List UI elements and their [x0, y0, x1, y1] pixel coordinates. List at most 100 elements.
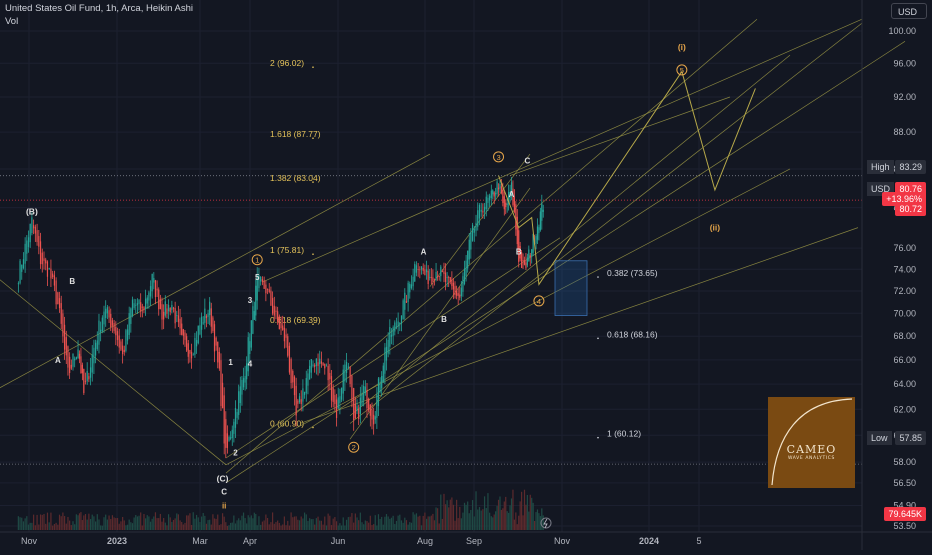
volume-bar: [270, 522, 272, 530]
y-tick-label: 74.00: [893, 264, 916, 274]
fib-projection-label: 0 (60.90): [270, 418, 304, 428]
candle-body: [247, 337, 249, 372]
volume-bar: [482, 509, 484, 530]
volume-bar: [487, 493, 489, 530]
candle-body: [448, 277, 450, 278]
fib-level-dot: [312, 253, 314, 255]
candle-body: [115, 326, 117, 336]
candle-body: [407, 282, 409, 302]
volume-bar: [246, 523, 248, 530]
candle-body: [468, 239, 470, 260]
volume-bar: [489, 512, 491, 530]
candle-body: [39, 241, 42, 265]
channel-line: [349, 187, 531, 440]
candle-body: [166, 308, 168, 314]
volume-bar: [263, 520, 265, 530]
candle-body: [52, 273, 54, 278]
volume-bar: [34, 525, 36, 530]
volume-bar: [179, 520, 181, 530]
channel-line: [349, 54, 791, 416]
currency-button[interactable]: USD: [891, 3, 927, 19]
candle-body: [521, 252, 523, 269]
candle-body: [202, 322, 204, 324]
volume-bar: [438, 523, 440, 530]
candle-body: [130, 308, 132, 324]
channel-line: [225, 41, 906, 484]
candle-body: [290, 359, 292, 383]
volume-bar: [480, 510, 482, 530]
volume-bar: [402, 522, 404, 530]
y-tick-label: 66.00: [893, 355, 916, 365]
low-tag-label: Low: [867, 431, 892, 445]
volume-bar: [499, 496, 501, 530]
volume-bar: [266, 517, 269, 530]
x-tick-label: 2024: [639, 536, 659, 546]
candle-body: [487, 197, 489, 203]
candle-body: [215, 337, 217, 346]
volume-bar: [345, 519, 348, 530]
volume-bar: [57, 524, 59, 530]
candle-body: [438, 276, 440, 277]
volume-bar: [467, 501, 469, 530]
wave-label: 4: [248, 359, 253, 368]
volume-bar: [319, 520, 321, 530]
volume-bar: [217, 514, 219, 530]
candle-body: [513, 196, 515, 212]
candle-body: [161, 304, 163, 320]
fib-projection-label: 1.382 (83.04): [270, 173, 321, 183]
y-tick-label: 58.00: [893, 457, 916, 467]
volume-bar: [277, 520, 279, 530]
candle-body: [347, 366, 349, 368]
y-tick-label: 72.00: [893, 286, 916, 296]
wave-label: (i): [678, 42, 686, 52]
candle-body: [287, 336, 289, 356]
volume-bar: [166, 525, 168, 530]
candle-body: [302, 388, 304, 402]
channel-line: [261, 18, 863, 283]
candle-body: [45, 259, 47, 264]
volume-bar: [363, 524, 365, 530]
candle-body: [337, 397, 339, 409]
volume-bar: [241, 515, 243, 530]
candle-body: [451, 279, 453, 287]
volume-bar: [287, 520, 289, 530]
candle-body: [506, 203, 508, 205]
candle-body: [440, 266, 442, 277]
lightning-icon[interactable]: [540, 517, 552, 529]
volume-bar: [410, 522, 413, 530]
wave-label: 3: [248, 296, 253, 305]
volume-bar: [197, 517, 199, 530]
candle-body: [470, 232, 472, 250]
candle-body: [169, 308, 171, 313]
high-tag-value: 83.29: [895, 160, 926, 174]
volume-bar: [103, 517, 105, 530]
candle-body: [181, 323, 183, 335]
volume-bar: [485, 508, 487, 530]
candle-body: [263, 280, 265, 289]
candle-body: [399, 323, 401, 325]
volume-bar: [169, 517, 171, 530]
volume-bar: [33, 514, 35, 530]
volume-bar: [432, 513, 434, 530]
volume-bar: [327, 513, 329, 530]
volume-bar: [407, 524, 409, 530]
candle-body: [456, 290, 458, 296]
candle-body: [217, 341, 219, 363]
candle-body: [454, 286, 456, 296]
candle-body: [392, 327, 394, 336]
candle-body: [518, 230, 520, 262]
candle-body: [111, 320, 114, 326]
x-tick-label: Nov: [554, 536, 571, 546]
volume-bar: [242, 512, 245, 530]
volume-bar: [305, 514, 307, 530]
volume-bar: [108, 515, 110, 530]
volume-bar: [78, 513, 81, 530]
volume-bar: [358, 520, 360, 530]
candle-body: [46, 261, 49, 277]
candle-body: [201, 316, 203, 330]
candle-body: [105, 308, 107, 318]
candle-body: [503, 196, 505, 210]
volume-bar: [392, 515, 394, 530]
